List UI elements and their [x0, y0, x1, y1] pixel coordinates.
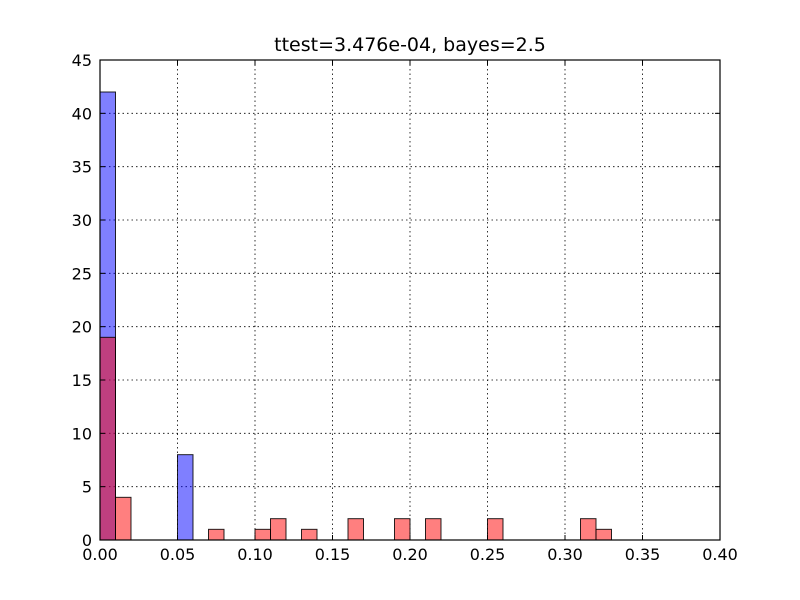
- y-tick-label: 25: [72, 264, 92, 283]
- histogram-bar-series-2: [394, 518, 411, 541]
- histogram-bar-series-2: [301, 528, 318, 541]
- x-tick-label: 0.20: [392, 545, 428, 564]
- x-tick-label: 0.30: [547, 545, 583, 564]
- bars: [99, 91, 612, 541]
- histogram-bar-series-2: [270, 518, 287, 541]
- histogram-bar-series-2: [99, 336, 116, 541]
- histogram-bar-series-1: [177, 454, 194, 541]
- x-tick-label: 0.10: [237, 545, 273, 564]
- x-tick-label: 0.40: [702, 545, 738, 564]
- y-tick-label: 10: [72, 424, 92, 443]
- x-tick-label: 0.15: [315, 545, 351, 564]
- y-tick-label: 20: [72, 318, 92, 337]
- x-tick-label: 0.00: [82, 545, 118, 564]
- histogram-bar-series-2: [254, 528, 271, 541]
- chart-title: ttest=3.476e-04, bayes=2.5: [274, 34, 546, 56]
- histogram-bar-series-2: [347, 518, 364, 541]
- histogram-bar-series-2: [115, 496, 132, 541]
- histogram-bar-series-2: [580, 518, 597, 541]
- grid: [100, 60, 720, 540]
- y-tick-label: 45: [72, 51, 92, 70]
- ticks: 0.00 0.05 0.10 0.15 0.20 0.25 0.30 0.35 0.40 0 5 10…: [72, 51, 738, 564]
- x-tick-label: 0.35: [625, 545, 661, 564]
- histogram-bar-series-2: [595, 528, 612, 541]
- x-tick-label: 0.05: [160, 545, 196, 564]
- y-tick-label: 15: [72, 371, 92, 390]
- histogram-bar-series-2: [487, 518, 504, 541]
- y-tick-label: 0: [82, 531, 92, 550]
- y-tick-label: 5: [82, 478, 92, 497]
- histogram-bar-series-2: [208, 528, 225, 541]
- histogram-bar-series-2: [425, 518, 442, 541]
- y-tick-label: 40: [72, 104, 92, 123]
- y-tick-label: 35: [72, 158, 92, 177]
- y-tick-label: 30: [72, 211, 92, 230]
- x-tick-label: 0.25: [470, 545, 506, 564]
